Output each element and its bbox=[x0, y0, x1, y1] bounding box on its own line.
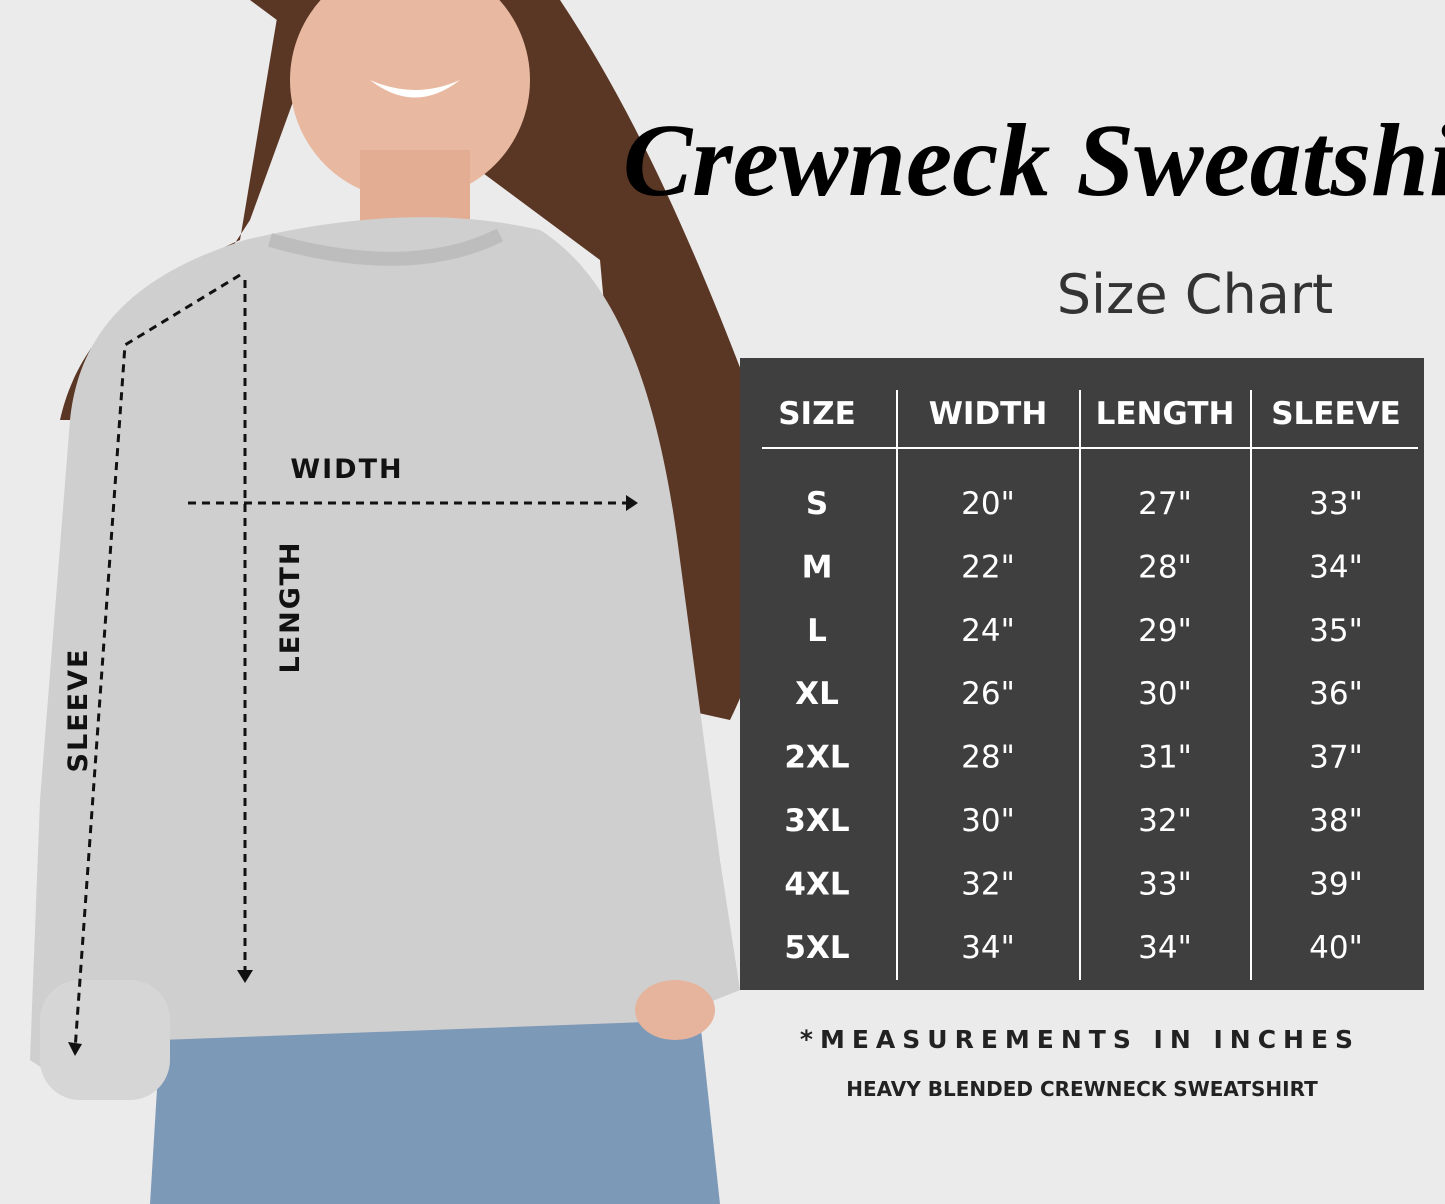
column-header: LENGTH bbox=[1096, 396, 1235, 432]
table-cell: 27" bbox=[1138, 486, 1192, 522]
table-cell: 30" bbox=[961, 803, 1015, 839]
table-cell: 28" bbox=[1138, 549, 1192, 585]
table-cell: L bbox=[807, 613, 827, 649]
table-cell: 33" bbox=[1138, 866, 1192, 902]
table-cell: 22" bbox=[961, 549, 1015, 585]
table-cell: 39" bbox=[1309, 866, 1363, 902]
table-cell: 33" bbox=[1309, 486, 1363, 522]
sleeve-guide bbox=[73, 273, 241, 1051]
table-cell: 28" bbox=[961, 740, 1015, 776]
size-table: SIZE WIDTH LENGTH SLEEVE S 20" 27" 33" M 22" 28" 34… bbox=[740, 358, 1424, 990]
table-cell: 32" bbox=[1138, 803, 1192, 839]
table-cell: 38" bbox=[1309, 803, 1363, 839]
table-cell: 26" bbox=[961, 676, 1015, 712]
table-cell: 2XL bbox=[784, 740, 849, 776]
table-cell: 24" bbox=[961, 613, 1015, 649]
table-cell: 37" bbox=[1309, 740, 1363, 776]
subtitle: Size Chart bbox=[1057, 263, 1333, 326]
column-header: WIDTH bbox=[929, 396, 1048, 432]
width-label: WIDTH bbox=[290, 454, 403, 485]
column-header: SLEEVE bbox=[1271, 396, 1401, 432]
column-header: SIZE bbox=[778, 396, 856, 432]
model-photo bbox=[30, 0, 775, 1204]
table-cell: 29" bbox=[1138, 613, 1192, 649]
table-cell: 34" bbox=[961, 930, 1015, 966]
table-background bbox=[740, 358, 1424, 990]
table-cell: 20" bbox=[961, 486, 1015, 522]
sleeve-label: SLEEVE bbox=[63, 648, 94, 773]
table-cell: 36" bbox=[1309, 676, 1363, 712]
length-label: LENGTH bbox=[275, 541, 306, 674]
table-cell: 4XL bbox=[784, 866, 849, 902]
table-cell: 5XL bbox=[784, 930, 849, 966]
table-cell: 30" bbox=[1138, 676, 1192, 712]
table-cell: S bbox=[806, 486, 828, 522]
table-cell: XL bbox=[795, 676, 839, 712]
table-cell: 31" bbox=[1138, 740, 1192, 776]
note: *MEASUREMENTS IN INCHES bbox=[800, 1025, 1360, 1054]
table-cell: 32" bbox=[961, 866, 1015, 902]
table-cell: 3XL bbox=[784, 803, 849, 839]
product: HEAVY BLENDED CREWNECK SWEATSHIRT bbox=[846, 1077, 1318, 1101]
table-cell: 34" bbox=[1309, 549, 1363, 585]
table-cell: 35" bbox=[1309, 613, 1363, 649]
table-cell: M bbox=[802, 549, 833, 585]
table-cell: 34" bbox=[1138, 930, 1192, 966]
table-cell: 40" bbox=[1309, 930, 1363, 966]
title: Crewneck Sweatshirt bbox=[623, 103, 1445, 218]
